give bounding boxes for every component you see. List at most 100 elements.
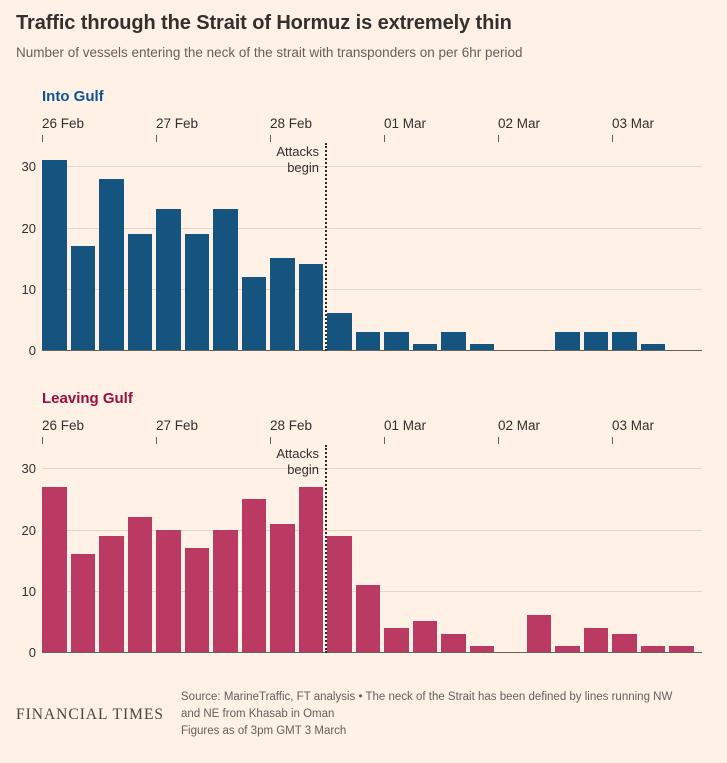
x-axis-tick — [612, 437, 613, 444]
bar — [298, 486, 323, 652]
bar — [469, 645, 494, 652]
bar — [99, 178, 124, 350]
chart-leaving-gulf: Leaving Gulf 26 Feb 27 Feb 28 Feb 01 Mar 02 M… — [0, 388, 727, 688]
bar — [555, 645, 580, 652]
bar — [412, 343, 437, 350]
x-axis-label: 03 Mar — [612, 418, 655, 433]
x-axis-tick — [384, 437, 385, 444]
y-axis-label: 0 — [28, 343, 36, 358]
bar — [127, 517, 152, 652]
bar — [612, 633, 637, 652]
x-axis: 26 Feb 27 Feb 28 Feb 01 Mar 02 Mar 03 Mar — [42, 418, 722, 444]
x-axis-label: 02 Mar — [498, 418, 541, 433]
plot-area: 0 10 20 30 Attacks begin — [22, 143, 702, 358]
x-axis-label: 01 Mar — [384, 418, 427, 433]
bar — [640, 343, 665, 350]
bar — [583, 627, 608, 652]
y-axis-label: 30 — [21, 461, 36, 477]
bar — [555, 331, 580, 350]
bar — [213, 529, 238, 652]
bar — [241, 276, 266, 350]
bar — [270, 258, 295, 350]
x-axis-tick — [270, 135, 271, 142]
x-axis-tick — [384, 135, 385, 142]
x-axis-label: 01 Mar — [384, 116, 427, 131]
bar — [42, 486, 67, 652]
y-axis-label: 0 — [28, 645, 36, 660]
page-footer: FINANCIAL TIMES Source: MarineTraffic, F… — [0, 686, 727, 763]
x-baseline — [42, 652, 702, 653]
bar — [669, 645, 694, 652]
bar — [156, 529, 181, 652]
bar — [384, 331, 409, 350]
source-note: Source: MarineTraffic, FT analysis • The… — [181, 689, 721, 740]
bar — [412, 621, 437, 652]
bar — [184, 548, 209, 652]
bar — [526, 615, 551, 652]
x-axis-label: 28 Feb — [270, 418, 313, 433]
x-axis-tick — [612, 135, 613, 142]
chart-title: Leaving Gulf — [42, 390, 133, 407]
x-axis-tick — [498, 437, 499, 444]
attacks-begin-line — [325, 445, 327, 653]
bar — [70, 246, 95, 350]
bar — [355, 331, 380, 350]
bar — [612, 331, 637, 350]
attacks-begin-label-line: begin — [287, 160, 319, 175]
source-line: Source: MarineTraffic, FT analysis • The… — [181, 691, 673, 703]
x-axis-tick — [156, 437, 157, 444]
ft-logo: FINANCIAL TIMES — [16, 706, 165, 723]
x-axis-tick — [42, 135, 43, 142]
y-axis-label: 30 — [21, 159, 36, 175]
x-axis-tick — [270, 437, 271, 444]
y-axis-label: 20 — [21, 220, 36, 236]
bar — [441, 633, 466, 652]
chart-header: Traffic through the Strait of Hormuz is … — [16, 12, 711, 60]
x-axis-tick — [42, 437, 43, 444]
x-baseline — [42, 350, 702, 351]
gridline — [42, 529, 702, 531]
y-axis-label: 10 — [21, 281, 36, 297]
chart-title: Into Gulf — [42, 88, 104, 105]
bar — [127, 233, 152, 350]
gridline — [42, 166, 702, 168]
x-axis-tick — [156, 135, 157, 142]
chart-into-gulf: Into Gulf 26 Feb 27 Feb 28 Feb 01 Mar 02 Mar 0… — [0, 86, 727, 386]
gridline — [42, 468, 702, 470]
bar — [384, 627, 409, 652]
source-line: and NE from Khasab in Oman — [181, 708, 335, 720]
attacks-begin-label-line: Attacks — [276, 446, 319, 461]
x-axis-tick — [498, 135, 499, 142]
x-axis-label: 27 Feb — [156, 418, 199, 433]
x-axis: 26 Feb 27 Feb 28 Feb 01 Mar 02 Mar 03 Mar — [42, 116, 722, 142]
page-title: Traffic through the Strait of Hormuz is … — [16, 12, 512, 34]
y-axis-label: 10 — [21, 583, 36, 599]
bar — [327, 313, 352, 350]
bar — [441, 331, 466, 350]
source-line: Figures as of 3pm GMT 3 March — [181, 725, 347, 737]
plot-area: 0 10 20 30 Attacks begin — [22, 445, 702, 660]
x-axis-label: 26 Feb — [42, 116, 85, 131]
attacks-begin-label: Attacks begin — [276, 144, 319, 176]
x-axis-label: 27 Feb — [156, 116, 199, 131]
attacks-begin-label-line: begin — [287, 462, 319, 477]
bar — [99, 535, 124, 652]
x-axis-label: 28 Feb — [270, 116, 313, 131]
gridline — [42, 288, 702, 290]
bar — [156, 209, 181, 350]
bar — [327, 535, 352, 652]
attacks-begin-label: Attacks begin — [276, 446, 319, 478]
x-axis-label: 03 Mar — [612, 116, 655, 131]
bar — [469, 343, 494, 350]
bar — [213, 209, 238, 350]
gridline — [42, 227, 702, 229]
bar — [184, 233, 209, 350]
attacks-begin-line — [325, 143, 327, 351]
x-axis-label: 02 Mar — [498, 116, 541, 131]
x-axis-label: 26 Feb — [42, 418, 85, 433]
page-subtitle: Number of vessels entering the neck of t… — [16, 45, 523, 60]
bar — [298, 264, 323, 350]
bar — [270, 523, 295, 652]
bar — [640, 645, 665, 652]
